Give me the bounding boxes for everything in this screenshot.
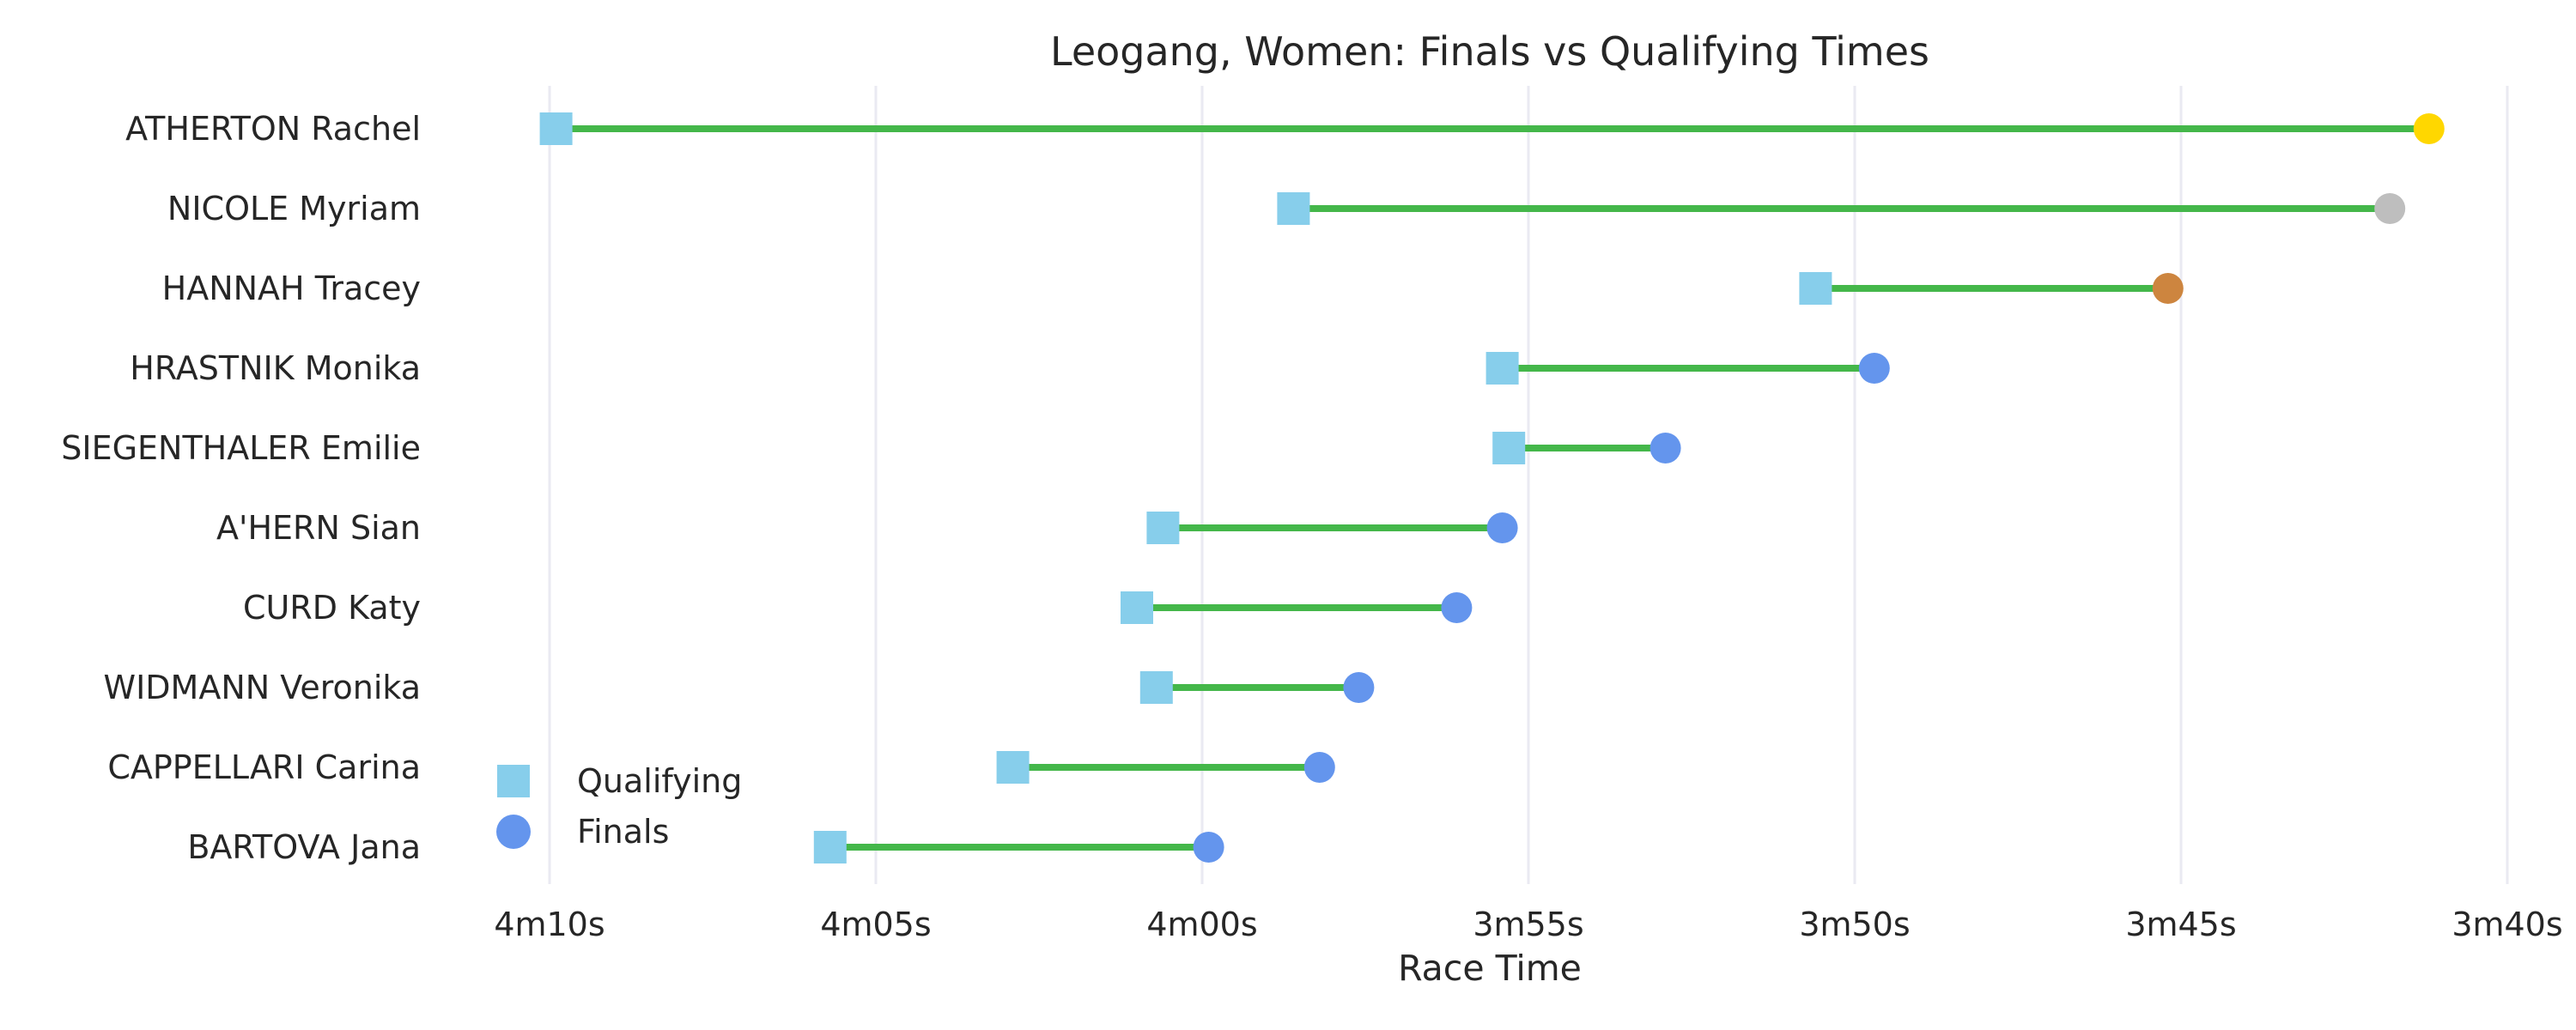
category-label: CURD Katy [243, 589, 421, 627]
category-label: A'HERN Sian [216, 509, 421, 547]
qualifying-marker [1277, 192, 1310, 225]
category-label: NICOLE Myriam [167, 190, 421, 227]
category-label: HRASTNIK Monika [130, 349, 421, 387]
qualifying-marker [1146, 512, 1180, 544]
category-label: ATHERTON Rachel [125, 110, 421, 148]
legend-qualifying-marker [497, 765, 530, 797]
category-labels: ATHERTON Rachel NICOLE Myriam HANNAH Trace… [61, 110, 421, 866]
finals-marker [1193, 832, 1224, 863]
finals-marker [2152, 273, 2184, 304]
finals-marker [1303, 752, 1335, 783]
qualifying-marker [813, 831, 847, 863]
qualifying-marker [1485, 352, 1519, 385]
qualifying-marker [996, 751, 1030, 784]
qualifying-marker [539, 112, 573, 145]
category-label: SIEGENTHALER Emilie [61, 429, 421, 467]
finals-marker [1486, 512, 1518, 543]
x-tick-label: 4m05s [820, 906, 931, 943]
x-tick-label: 3m55s [1473, 906, 1583, 943]
x-tick-label: 4m10s [494, 906, 605, 943]
legend-qualifying-label: Qualifying [577, 762, 742, 800]
chart-title: Leogang, Women: Finals vs Qualifying Tim… [1050, 28, 1929, 75]
qualifying-marker [1492, 432, 1526, 464]
finals-marker [2374, 193, 2406, 224]
x-tick-label: 4m00s [1146, 906, 1257, 943]
category-label: HANNAH Tracey [162, 270, 421, 307]
category-label: CAPPELLARI Carina [107, 748, 421, 786]
finals-marker [1649, 433, 1681, 464]
legend-finals-label: Finals [577, 813, 669, 851]
grid-layer [548, 86, 2509, 884]
legend: Qualifying Finals [496, 762, 742, 851]
marker-layer [539, 112, 2445, 863]
qualifying-marker [1121, 591, 1153, 624]
qualifying-marker [1139, 671, 1173, 704]
category-label: WIDMANN Veronika [104, 669, 421, 706]
x-axis-label: Race Time [1398, 948, 1582, 989]
x-tick-label: 3m45s [2125, 906, 2236, 943]
x-tick-label: 3m50s [1799, 906, 1910, 943]
finals-marker [2413, 113, 2445, 144]
finals-marker [1441, 592, 1473, 623]
category-label: BARTOVA Jana [187, 828, 421, 866]
qualifying-marker [1799, 272, 1832, 305]
finals-marker [1343, 672, 1375, 703]
finals-marker [1858, 353, 1890, 384]
x-tick-label: 3m40s [2451, 906, 2562, 943]
x-tick-labels: 4m10s 4m05s 4m00s 3m55s 3m50s 3m45s 3m40s [494, 906, 2562, 943]
legend-finals-marker [496, 815, 531, 849]
connector-layer [556, 125, 2429, 851]
